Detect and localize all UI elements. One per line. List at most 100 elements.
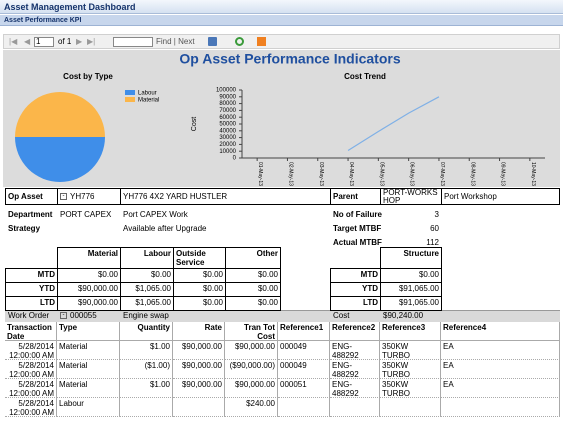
- table-cell: $1.00: [120, 341, 173, 360]
- prev-page[interactable]: ◀: [24, 37, 31, 46]
- label: No of Failure: [333, 210, 382, 219]
- table-cell: Material: [57, 379, 120, 398]
- value: 60: [430, 224, 439, 233]
- value: Available after Upgrade: [123, 224, 207, 233]
- value-cell: $0.00: [225, 296, 281, 311]
- table-cell: EA: [441, 360, 560, 379]
- last-page[interactable]: ▶|: [87, 37, 96, 46]
- table-cell: $90,000.00: [173, 360, 225, 379]
- row-label: MTD: [330, 268, 381, 283]
- value-cell: $1,065.00: [120, 282, 174, 297]
- x-tick-label: 09-May-13: [500, 162, 506, 186]
- table-cell: Labour: [57, 398, 120, 417]
- table-cell: EA: [441, 341, 560, 360]
- y-tick-label: 40000: [219, 128, 236, 134]
- y-tick-label: 80000: [219, 101, 236, 107]
- x-tick-label: 07-May-13: [439, 162, 445, 186]
- work-order-bar: [5, 310, 560, 322]
- page-input[interactable]: [34, 37, 54, 47]
- table-cell: $90,000.00: [173, 379, 225, 398]
- pie-slice: [15, 92, 105, 137]
- y-tick-label: 0: [233, 156, 237, 162]
- divider: [330, 188, 331, 205]
- row-label: LTD: [5, 296, 58, 311]
- table-cell: 5/28/2014 12:00:00 AM: [5, 398, 57, 417]
- value: 3: [434, 210, 439, 219]
- y-tick-label: 100000: [216, 88, 237, 94]
- table-cell: $1.00: [120, 379, 173, 398]
- chart-title: Cost Trend: [344, 72, 386, 81]
- row-label: MTD: [5, 268, 58, 283]
- x-tick-label: 06-May-13: [409, 162, 415, 186]
- legend-swatch: [125, 90, 135, 95]
- y-tick-label: 90000: [219, 94, 236, 100]
- value: PORT CAPEX: [60, 210, 112, 219]
- table-cell: [330, 398, 380, 417]
- table-cell: Material: [57, 341, 120, 360]
- column-header: Reference2: [330, 322, 380, 341]
- table-cell: [173, 398, 225, 417]
- toggle-icon[interactable]: -: [60, 312, 67, 319]
- value: Engine swap: [123, 311, 169, 320]
- column-header: Tran Tot Cost: [225, 322, 278, 341]
- refresh-icon[interactable]: [235, 37, 244, 46]
- value-cell: $91,065.00: [380, 296, 442, 311]
- column-header: Reference4: [441, 322, 560, 341]
- table-cell: Material: [57, 360, 120, 379]
- value: 000055: [70, 311, 97, 320]
- value-cell: $0.00: [120, 268, 174, 283]
- page-count: of 1: [58, 37, 72, 46]
- label: Department: [8, 210, 53, 219]
- divider: [57, 188, 58, 205]
- label: Actual MTBF: [333, 238, 382, 247]
- table-cell: 350KW TURBO DIESEL ENGINE: [380, 360, 441, 379]
- asset-row-box: [5, 188, 560, 205]
- charts: Op Asset Performance Indicators Cost by …: [15, 51, 545, 186]
- pie-slice: [15, 137, 105, 182]
- label: Target MTBF: [333, 224, 382, 233]
- next-page[interactable]: ▶: [76, 37, 83, 46]
- column-header: Other: [225, 247, 281, 269]
- x-tick-label: 03-May-13: [318, 162, 324, 186]
- table-cell: $90,000.00: [225, 379, 278, 398]
- page-number: 1: [36, 37, 41, 46]
- first-page[interactable]: |◀: [9, 37, 18, 46]
- report-title: Op Asset Performance Indicators: [179, 51, 400, 67]
- find-next[interactable]: Find | Next: [156, 37, 195, 46]
- legend-label: Labour: [138, 91, 157, 97]
- value: YH776: [70, 192, 95, 201]
- label: Op Asset: [8, 192, 43, 201]
- column-header: Quantity: [120, 322, 173, 341]
- table-cell: ENG-488292: [330, 341, 380, 360]
- table-cell: 000049: [278, 360, 330, 379]
- table-cell: [278, 398, 330, 417]
- toggle-icon[interactable]: -: [60, 193, 67, 200]
- x-tick-label: 04-May-13: [348, 162, 354, 186]
- title-bar: [0, 0, 563, 14]
- label: Parent: [333, 192, 358, 201]
- row-label: LTD: [330, 296, 381, 311]
- column-header: Reference1: [278, 322, 330, 341]
- value-cell: $1,065.00: [120, 296, 174, 311]
- divider: [441, 188, 442, 205]
- y-tick-label: 30000: [219, 135, 236, 141]
- table-cell: ($1.00): [120, 360, 173, 379]
- column-header: Transaction Date: [5, 322, 57, 341]
- find-input[interactable]: [113, 37, 153, 47]
- feed-icon[interactable]: [257, 37, 266, 46]
- table-cell: 5/28/2014 12:00:00 AM: [5, 360, 57, 379]
- x-tick-label: 05-May-13: [378, 162, 384, 186]
- y-tick-label: 50000: [219, 122, 236, 128]
- y-tick-label: 60000: [219, 115, 236, 121]
- y-tick-label: 20000: [219, 142, 236, 148]
- section-title: Asset Performance KPI: [4, 17, 82, 24]
- value-cell: $0.00: [173, 268, 226, 283]
- column-header: Type: [57, 322, 120, 341]
- table-cell: $240.00: [225, 398, 278, 417]
- table-cell: ENG-488292: [330, 360, 380, 379]
- y-tick-label: 10000: [219, 149, 236, 155]
- export-icon[interactable]: [208, 37, 217, 46]
- value-cell: $0.00: [173, 282, 226, 297]
- table-cell: $90,000.00: [173, 341, 225, 360]
